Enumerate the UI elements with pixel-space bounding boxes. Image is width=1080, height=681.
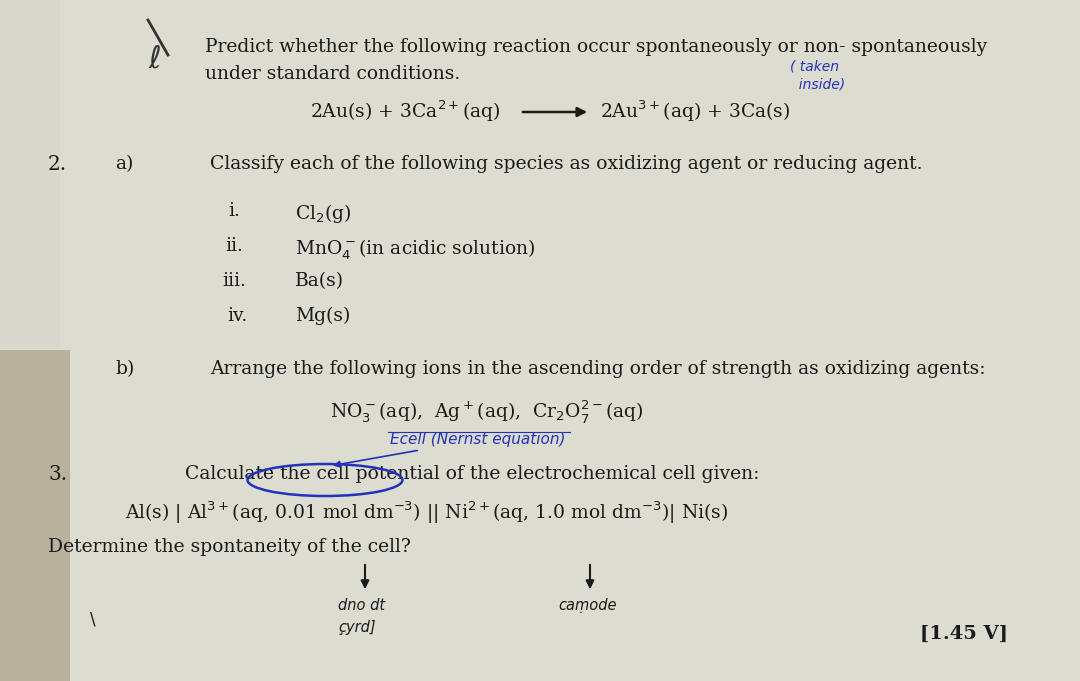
Text: 2Au(s) + 3Ca$^{2+}$(aq): 2Au(s) + 3Ca$^{2+}$(aq) [310,98,500,123]
Text: b): b) [114,360,134,378]
Text: Calculate the cell potential of the electrochemical cell given:: Calculate the cell potential of the elec… [185,465,759,483]
Text: iv.: iv. [227,307,247,325]
Text: under standard conditions.: under standard conditions. [205,65,460,83]
Text: Cl$_2$(g): Cl$_2$(g) [295,202,352,225]
Text: NO$_3^-$(aq),  Ag$^+$(aq),  Cr$_2$O$_7^{2-}$(aq): NO$_3^-$(aq), Ag$^+$(aq), Cr$_2$O$_7^{2-… [330,398,644,425]
Text: ℓ: ℓ [149,45,161,74]
Text: caṃode: caṃode [558,598,617,613]
Bar [0,350,70,681]
Text: 2.: 2. [48,155,67,174]
Text: iii.: iii. [222,272,246,290]
Text: a): a) [114,155,133,173]
Text: i.: i. [228,202,240,220]
Text: çyrd]: çyrd] [338,620,376,635]
Text: \: \ [90,610,96,628]
Text: 2Au$^{3+}$(aq) + 3Ca(s): 2Au$^{3+}$(aq) + 3Ca(s) [600,98,791,123]
Text: Ecell (Nernst equation): Ecell (Nernst equation) [390,432,566,447]
Text: dno dt: dno dt [338,598,386,613]
Text: Arrange the following ions in the ascending order of strength as oxidizing agent: Arrange the following ions in the ascend… [210,360,986,378]
Text: Ba(s): Ba(s) [295,272,345,290]
Text: Determine the spontaneity of the cell?: Determine the spontaneity of the cell? [48,538,410,556]
Text: 3.: 3. [48,465,67,484]
Text: ii.: ii. [225,237,243,255]
Text: Predict whether the following reaction occur spontaneously or non- spontaneously: Predict whether the following reaction o… [205,38,987,56]
Text: inside): inside) [789,78,846,92]
Text: Mg(s): Mg(s) [295,307,350,326]
Text: [1.45 V]: [1.45 V] [920,625,1008,643]
Text: Al(s) | Al$^{3+}$(aq, 0.01 mol dm$^{-3}$) || Ni$^{2+}$(aq, 1.0 mol dm$^{-3}$)| N: Al(s) | Al$^{3+}$(aq, 0.01 mol dm$^{-3}$… [125,500,728,526]
Text: Classify each of the following species as oxidizing agent or reducing agent.: Classify each of the following species a… [210,155,922,173]
Text: MnO$_4^-$(in acidic solution): MnO$_4^-$(in acidic solution) [295,237,536,262]
Text: ( taken: ( taken [789,60,839,74]
